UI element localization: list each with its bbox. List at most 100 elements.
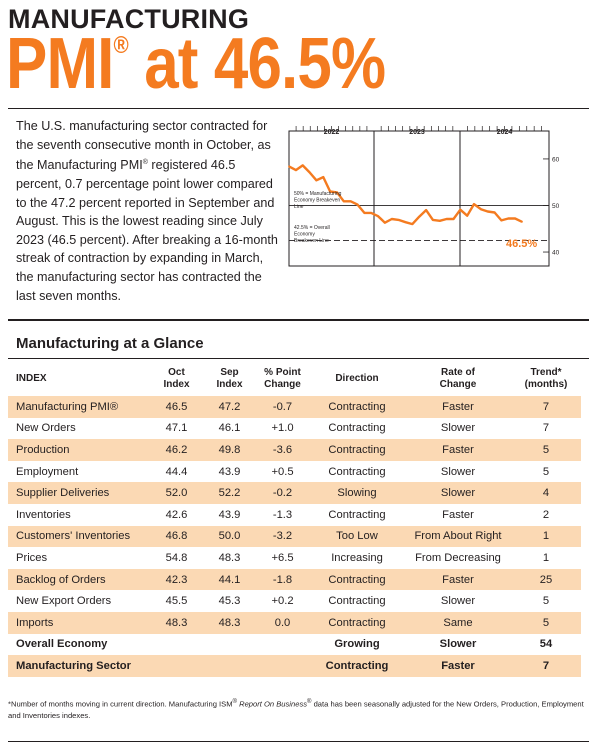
table-cell: 5 <box>511 439 581 461</box>
table-cell: Faster <box>405 439 511 461</box>
table-row: Inventories 42.6 43.9 -1.3 Contracting Faster… <box>8 504 581 526</box>
table-cell: Faster <box>405 396 511 418</box>
footnote: *Number of months moving in current dire… <box>8 697 586 721</box>
header-title-line1: MANUFACTURING <box>8 4 250 34</box>
pmi-point <box>521 220 523 223</box>
table-cell: Same <box>405 611 511 634</box>
year-label: 2024 <box>497 129 513 136</box>
breakeven-50-annotation: 50% = Manufacturing Economy Breakeven Line <box>294 191 342 210</box>
table-cell: Contracting <box>309 655 405 677</box>
table-cell: -0.2 <box>256 482 309 504</box>
table-cell: Contracting <box>328 465 386 478</box>
header-pmi: PMI <box>6 24 114 104</box>
table-cell: Growing <box>334 638 380 651</box>
table-cell: Too Low <box>309 525 405 548</box>
footnote-report-name: Report On Business <box>236 699 308 709</box>
table-cell: 52.0 <box>150 482 203 504</box>
pmi-point <box>432 219 434 221</box>
table-row: Employment 44.4 43.9 +0.5 Contracting Slower 5 <box>8 461 581 483</box>
table-row: Manufacturing PMI® 46.5 47.2 -0.7 Contractin… <box>8 396 581 418</box>
table-cell: Slower <box>440 595 476 608</box>
table-cell: 46.8 <box>150 525 203 548</box>
table-cell: New Orders <box>16 422 76 435</box>
table-cell: From About Right <box>405 525 511 548</box>
table-cell: 42.3 <box>150 568 203 591</box>
pmi-point <box>514 217 516 220</box>
table-cell: Increasing <box>331 551 383 564</box>
table-cell: Supplier Deliveries <box>8 482 150 504</box>
footnote-reg-2: ® <box>307 699 312 705</box>
table-row: Prices 54.8 48.3 +6.5 Increasing From Decreas… <box>8 547 581 569</box>
table-cell <box>203 634 256 656</box>
table-cell: 47.2 <box>203 396 256 418</box>
glance-title-rule <box>8 358 589 359</box>
chart-frame <box>288 130 550 267</box>
table-cell: 5 <box>511 611 581 634</box>
table-cell: Manufacturing PMI® <box>8 396 150 418</box>
table-cell: From Decreasing <box>415 551 501 564</box>
column-header: Direction <box>335 373 379 384</box>
table-cell: Contracting <box>309 439 405 461</box>
pmi-point <box>486 210 489 213</box>
pmi-point <box>288 165 290 168</box>
table-cell: 7 <box>511 655 581 677</box>
table-cell: Contracting <box>328 508 386 521</box>
table-cell: Contracting <box>328 422 386 435</box>
table-cell: +0.5 <box>271 465 294 478</box>
table-cell: Overall Economy <box>16 638 108 651</box>
pmi-chart-svg: 2022 2023 2024 60 50 40 50% = Manufacturing Eco… <box>288 126 560 267</box>
table-row: Imports 48.3 48.3 0.0 Contracting Same 5 <box>8 611 581 634</box>
table-cell <box>150 655 203 677</box>
table-cell: Backlog of Orders <box>8 568 150 591</box>
table-cell: -0.7 <box>256 396 309 418</box>
glance-table: INDEX Oct Index Sep Index % Point Change Direct… <box>8 362 581 677</box>
registered-mark: ® <box>113 32 129 59</box>
table-cell: Prices <box>16 551 48 564</box>
pmi-point <box>377 215 379 218</box>
table-cell: Slower <box>439 638 477 651</box>
pmi-point <box>473 203 475 205</box>
table-cell: 47.1 <box>165 422 188 435</box>
table-row: Supplier Deliveries 52.0 52.2 -0.2 Slowing Sl… <box>8 482 581 504</box>
table-cell: Slower <box>440 465 476 478</box>
table-cell: 48.3 <box>150 611 203 634</box>
table-row: Customers' Inventories 46.8 50.0 -3.2 Too Lo… <box>8 525 581 548</box>
table-cell: 54.8 <box>165 551 188 564</box>
table-cell: 45.5 <box>165 595 188 608</box>
table-cell: 7 <box>511 396 581 418</box>
intro-text-1: The U.S. manufacturing sector contracted… <box>16 119 271 173</box>
table-row: New Export Orders 45.5 45.3 +0.2 Contracting… <box>8 590 581 612</box>
table-cell: 1 <box>542 551 550 564</box>
table-cell: 4 <box>511 482 581 504</box>
table-cell: 46.2 <box>150 439 203 461</box>
column-header: Rate of Change <box>439 367 477 390</box>
pmi-point <box>356 203 359 206</box>
table-cell: Contracting <box>328 595 386 608</box>
table-cell: Contracting <box>309 568 405 591</box>
column-header: Trend* (months) <box>524 367 568 390</box>
pmi-point <box>493 211 496 214</box>
pmi-point <box>452 218 455 220</box>
pmi-point <box>480 208 482 211</box>
table-cell: 2 <box>542 508 550 521</box>
table-cell: Employment <box>16 465 79 478</box>
pmi-point <box>411 223 414 225</box>
pmi-point <box>445 218 448 220</box>
table-cell: -1.8 <box>256 568 309 591</box>
table-cell: 25 <box>511 568 581 591</box>
year-label: 2022 <box>324 129 340 136</box>
footnote-text-2: data has been seasonally adjusted for th… <box>8 699 584 720</box>
table-cell: Slower <box>440 422 476 435</box>
table-row: Backlog of Orders 42.3 44.1 -1.8 Contracting… <box>8 568 581 591</box>
table-row: New Orders 47.1 46.1 +1.0 Contracting Slower 7 <box>8 418 581 440</box>
footnote-reg: ® <box>232 699 237 705</box>
table-cell: New Export Orders <box>16 595 112 608</box>
y-tick-label: 40 <box>552 250 560 257</box>
table-cell: Slower <box>405 482 511 504</box>
table-cell: Contracting <box>309 611 405 634</box>
footnote-text-1: *Number of months moving in current dire… <box>8 699 233 709</box>
table-cell: 48.3 <box>218 551 241 564</box>
table-cell: 5 <box>542 595 550 608</box>
table-cell: 44.4 <box>165 465 188 478</box>
y-tick-label: 50 <box>552 203 560 210</box>
